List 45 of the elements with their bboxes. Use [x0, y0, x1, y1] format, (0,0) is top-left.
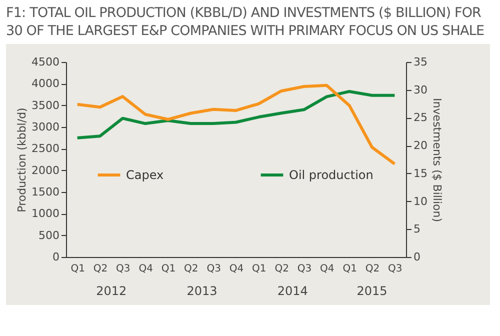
y-axis-title: Production (kbbl/d) — [16, 108, 29, 212]
y2-tick-label: 25 — [414, 111, 428, 124]
legend-label: Capex — [126, 168, 164, 182]
x-tick-label: Q3 — [388, 264, 402, 274]
y-tick-label: 2500 — [32, 142, 60, 156]
text: 2015 — [356, 284, 388, 298]
legend-label: Oil production — [289, 168, 374, 182]
x-tick-label: Q2 — [274, 264, 289, 274]
x-tick-label: Q3 — [206, 264, 221, 274]
x-tick-label: Q2 — [93, 264, 108, 274]
y-tick-label: 3000 — [32, 120, 60, 134]
y2-tick-label: 30 — [414, 83, 428, 96]
y-tick-label: 1500 — [32, 186, 60, 198]
line-series — [76, 90, 396, 140]
x-tick-label: Q4 — [138, 264, 153, 274]
y-tick-label: 0 — [52, 250, 60, 264]
y-tick-label: 4000 — [32, 77, 60, 90]
y2-tick-label: 10 — [414, 194, 428, 208]
y2-tick-label: 35 — [414, 56, 428, 68]
x-tick-label: Q3 — [116, 264, 130, 274]
x-tick-label: Q1 — [161, 264, 176, 274]
y-tick-label: 500 — [38, 228, 60, 242]
x-tick-label: Q4 — [320, 264, 334, 274]
y-tick-label: 2000 — [32, 164, 60, 177]
y-tick-label: 4500 — [32, 56, 60, 68]
text: 30 OF THE LARGEST E&P COMPANIES WITH PRIMARY FOCUS ON US SHALE — [6, 23, 484, 39]
x-tick-label: Q2 — [365, 264, 380, 274]
text: 2014 — [277, 284, 308, 298]
y2-tick-label: 0 — [414, 250, 420, 264]
text: F1: TOTAL OIL PRODUCTION (KBBL/D) AND INVESTMENTS ($ BILLION) FOR — [6, 5, 482, 21]
y2-axis-title: Investments ($ Billion) — [430, 98, 444, 222]
text: 2012 — [96, 284, 127, 298]
x-tick-label: Q1 — [342, 264, 357, 274]
text: 2013 — [186, 284, 218, 298]
y-tick-label: 1000 — [32, 207, 60, 220]
y2-tick-label: 5 — [414, 222, 420, 236]
y2-tick-label: 20 — [414, 139, 428, 152]
y2-tick-label: 15 — [414, 166, 428, 180]
x-tick-label: Q3 — [297, 264, 312, 274]
x-tick-label: Q1 — [252, 264, 266, 274]
line-series — [76, 84, 396, 166]
x-tick-label: Q1 — [70, 264, 85, 274]
x-tick-label: Q4 — [229, 264, 244, 274]
x-tick-label: Q2 — [184, 264, 198, 274]
y-tick-label: 3500 — [32, 98, 60, 112]
